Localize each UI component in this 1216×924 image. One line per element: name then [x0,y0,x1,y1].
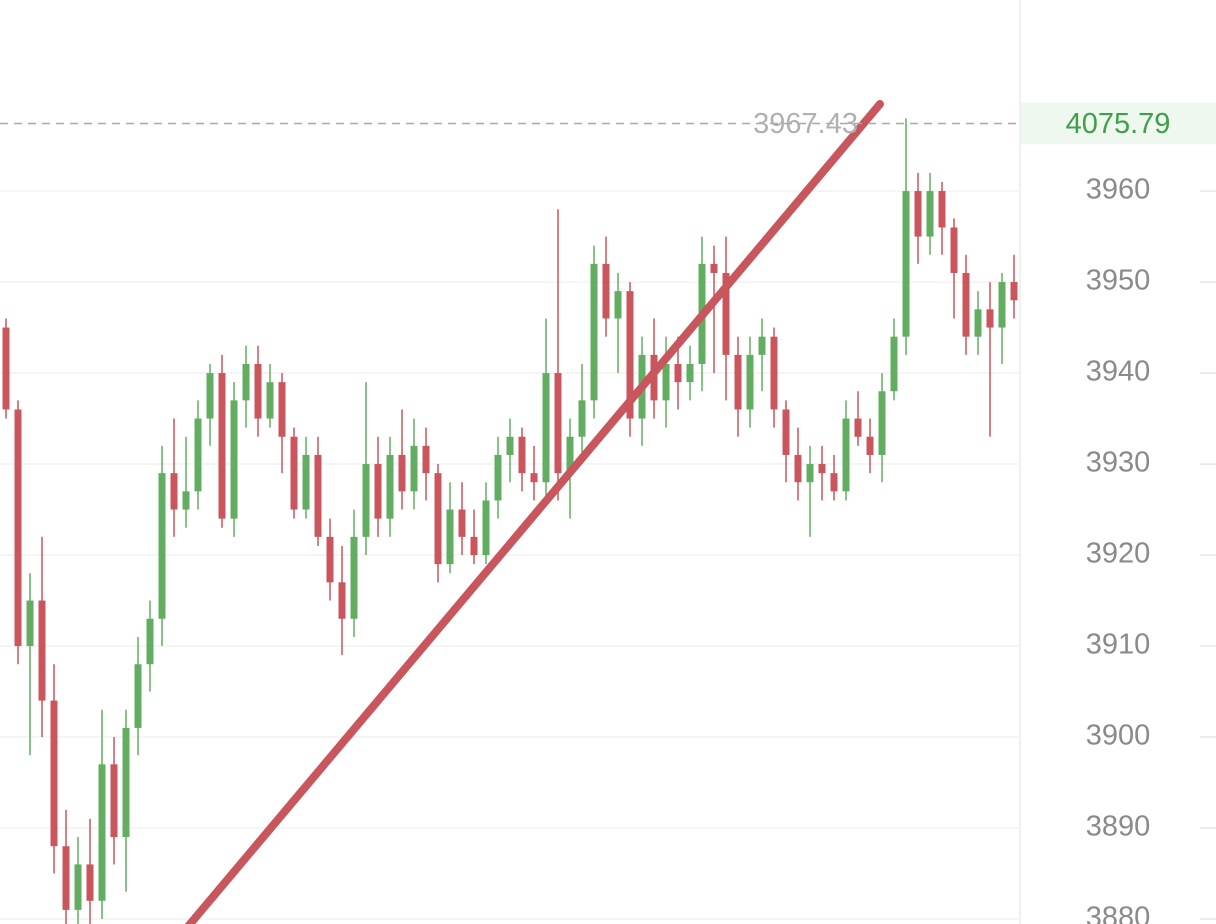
candle-body [98,764,106,901]
candle-body [230,400,238,519]
candle-body [218,373,226,519]
candle-body [710,263,718,273]
candle-body [866,436,874,455]
trend-line [184,100,884,924]
y-tick-label: 3930 [1086,447,1151,479]
y-tick-label: 3960 [1086,174,1151,206]
candle-body [242,363,250,401]
candle-body [506,436,514,455]
candle-body [842,418,850,492]
y-tick-label: 3910 [1086,629,1151,661]
candle-body [722,272,730,355]
candle-body [434,473,442,565]
price-badge: 4075.79 [1066,108,1171,140]
candle-body [86,864,94,901]
candle-body [530,473,538,483]
candle-body [662,363,670,401]
candle-body [926,191,934,237]
candle-body [374,464,382,519]
candle-body [146,618,154,665]
candle-body [806,464,814,483]
candle-body [302,454,310,510]
candle-body [122,727,130,838]
candle-body [158,473,166,619]
candle-body [626,291,634,419]
y-tick-label: 3950 [1086,265,1151,297]
candle-body [110,764,118,838]
candle-body [578,400,586,437]
y-tick-label: 3880 [1086,902,1151,924]
candle-body [998,282,1006,328]
candle-body [398,454,406,492]
candle-body [134,664,142,728]
candle-body [206,373,214,419]
y-tick-label: 3890 [1086,811,1151,843]
candle-body [278,382,286,437]
candle-body [50,700,58,847]
candle-body [1010,282,1018,301]
candle-body [326,536,334,583]
candle-body [482,500,490,556]
candle-body [938,191,946,228]
candle-body [62,846,70,910]
price-line-label: 3967.43 [753,108,858,140]
candle-body [794,454,802,483]
candle-body [566,436,574,474]
candle-body [614,291,622,319]
candle-body [350,536,358,619]
candle-body [266,382,274,419]
candle-body [194,418,202,492]
candle-body [362,464,370,537]
candle-body [746,354,754,410]
candle-body [554,373,562,474]
candle-body [14,409,22,647]
candle-body [446,509,454,565]
candle-body [854,418,862,437]
candle-body [38,600,46,701]
candle-body [470,536,478,556]
candle-body [458,509,466,537]
candle-body [338,582,346,619]
candle-body [422,445,430,474]
y-tick-label: 3920 [1086,538,1151,570]
candle-body [170,473,178,510]
candle-body [974,309,982,337]
y-tick-label: 3900 [1086,720,1151,752]
candle-body [518,436,526,474]
candle-body [950,227,958,273]
candle-body [590,263,598,401]
candle-body [386,454,394,519]
candle-body [314,454,322,537]
candle-body [74,864,82,910]
candle-body [734,354,742,410]
candle-body [902,191,910,337]
candle-body [2,327,10,410]
candle-body [182,491,190,510]
candle-body [914,191,922,237]
candle-body [830,473,838,492]
price-badge-bg [1021,102,1216,145]
candle-body [26,600,34,647]
candle-body [878,391,886,455]
candle-body [818,464,826,474]
candle-body [410,445,418,492]
candle-body [674,363,682,383]
candle-body [758,336,766,355]
candle-body [602,263,610,319]
y-tick-label: 3940 [1086,356,1151,388]
candle-body [962,272,970,337]
candle-body [686,363,694,383]
candle-body [770,336,778,410]
candle-body [494,454,502,501]
candle-body [890,336,898,392]
candle-body [542,373,550,483]
candle-body [782,409,790,455]
candle-body [254,363,262,419]
candle-body [986,309,994,328]
candle-body [290,436,298,510]
